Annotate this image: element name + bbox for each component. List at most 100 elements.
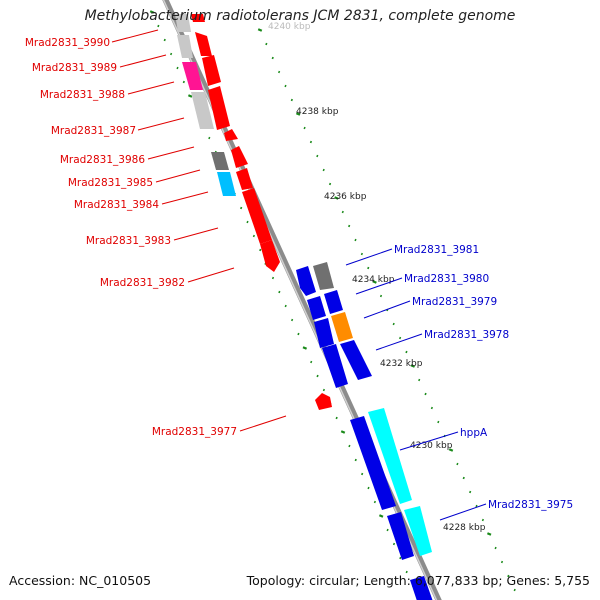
scale-dot (475, 504, 478, 508)
scale-dots-inner (149, 10, 422, 600)
gene-mrad2831-3979[interactable] (314, 318, 334, 348)
scale-dot (405, 570, 408, 574)
forward-gene-labels: Mrad2831_3990 Mrad2831_3989 Mrad2831_398… (25, 37, 237, 438)
gene-mrad2831-3978-b[interactable] (340, 340, 372, 380)
gene-mrad2831-3987[interactable] (224, 129, 238, 141)
scale-dot (316, 154, 319, 158)
scale-dot (481, 518, 484, 522)
scale-dot (462, 476, 465, 480)
scale-dot (182, 80, 185, 84)
gene-mrad2831-3980[interactable] (307, 296, 326, 320)
reverse-strand-genes (296, 262, 436, 600)
gene-mrad2831-3986-gray[interactable] (211, 152, 229, 170)
label-mrad2831-3988[interactable]: Mrad2831_3988 (40, 89, 125, 101)
gene-mrad2831-3983[interactable] (242, 188, 272, 244)
label-mrad2831-3977[interactable]: Mrad2831_3977 (152, 426, 237, 438)
gene-mrad2831-3982[interactable] (260, 240, 280, 272)
scale-label-4230: 4230 kbp (410, 441, 453, 451)
label-mrad2831-3979[interactable]: Mrad2831_3979 (412, 296, 497, 308)
label-mrad2831-3986[interactable]: Mrad2831_3986 (60, 154, 145, 166)
scale-dot (392, 542, 396, 546)
scale-dot (367, 486, 370, 490)
gene-mrad2831-3985[interactable] (236, 168, 253, 190)
scale-dot (405, 350, 408, 354)
forward-strand-genes (175, 14, 332, 410)
scale-dot (500, 560, 504, 564)
scale-dot (297, 332, 300, 336)
scale-dot (187, 94, 193, 98)
scale-dot (386, 528, 389, 532)
scale-dot (295, 112, 301, 116)
scale-dot (456, 462, 459, 466)
scale-dot (437, 420, 440, 424)
scale-dot (310, 360, 313, 364)
label-mrad2831-3980[interactable]: Mrad2831_3980 (404, 273, 489, 285)
gene-mrad2831-3988-gray[interactable] (191, 92, 214, 129)
gene-hppa-blue[interactable] (350, 416, 396, 510)
scale-label-4236: 4236 kbp (324, 192, 367, 202)
scale-dots-outer (257, 28, 516, 592)
gene-red-top-a[interactable] (191, 14, 205, 22)
label-hppa[interactable]: hppA (460, 427, 488, 439)
scale-dot (176, 66, 179, 70)
scale-dot (259, 248, 262, 252)
scale-dot (418, 378, 421, 382)
gene-mrad2831-3989-gray[interactable] (177, 35, 193, 58)
scale-dot (392, 322, 395, 326)
scale-dot (424, 392, 427, 396)
gene-mrad2831-3990-body[interactable] (175, 14, 191, 32)
scale-dot (240, 206, 243, 210)
accession-label: Accession: NC_010505 (9, 573, 152, 588)
topology-label: Topology: circular; Length: 6,077,833 bp… (246, 573, 590, 588)
scale-dot (360, 252, 363, 256)
gene-mrad2831-3986[interactable] (231, 146, 248, 168)
scale-label-4232: 4232 kbp (380, 359, 423, 369)
gene-mrad2831-3979-orange[interactable] (331, 312, 353, 342)
gene-mrad2831-3988[interactable] (208, 86, 230, 130)
genome-backbone (162, 0, 442, 600)
gene-mrad2831-3975-blue[interactable] (387, 512, 414, 560)
gene-mrad2831-3981[interactable] (296, 266, 316, 296)
label-mrad2831-3982[interactable]: Mrad2831_3982 (100, 277, 185, 289)
scale-dot (322, 388, 325, 392)
scale-dot (278, 290, 281, 294)
scale-dot (507, 574, 510, 578)
label-mrad2831-3985[interactable]: Mrad2831_3985 (68, 177, 153, 189)
label-mrad2831-3978[interactable]: Mrad2831_3978 (424, 329, 509, 341)
gene-mrad2831-3990[interactable] (195, 32, 212, 56)
scale-dot (430, 406, 433, 410)
gene-hppa[interactable] (368, 408, 412, 504)
gene-mrad2831-3989[interactable] (202, 55, 221, 86)
gene-bottom-blue[interactable] (410, 576, 436, 600)
label-leader-lines (111, 29, 487, 521)
scale-dot (149, 10, 155, 14)
label-mrad2831-3975[interactable]: Mrad2831_3975 (488, 499, 573, 511)
gene-mrad2831-3978[interactable] (322, 344, 348, 388)
scale-dot (257, 28, 263, 32)
label-mrad2831-3981[interactable]: Mrad2831_3981 (394, 244, 479, 256)
scale-dot (252, 234, 255, 238)
scale-dot (271, 56, 274, 60)
scale-dot (341, 210, 344, 214)
scale-dot (348, 224, 351, 228)
label-mrad2831-3987[interactable]: Mrad2831_3987 (51, 125, 136, 137)
label-mrad2831-3983[interactable]: Mrad2831_3983 (86, 235, 171, 247)
scale-dot (302, 346, 308, 350)
scale-dot (303, 126, 306, 130)
scale-dot (278, 70, 281, 74)
scale-label-4234: 4234 kbp (352, 275, 395, 285)
gene-mrad2831-3977[interactable] (315, 393, 332, 410)
scale-dot (163, 38, 166, 42)
scale-dot (340, 430, 346, 434)
gene-mrad2831-3988-magenta[interactable] (182, 62, 203, 90)
scale-dot (157, 24, 160, 28)
gene-mrad2831-3985-sky[interactable] (217, 172, 236, 196)
gene-mrad2831-3980-b[interactable] (324, 290, 343, 314)
reverse-gene-labels: Mrad2831_3981 Mrad2831_3980 Mrad2831_397… (394, 244, 573, 511)
label-mrad2831-3989[interactable]: Mrad2831_3989 (32, 62, 117, 74)
label-mrad2831-3990[interactable]: Mrad2831_3990 (25, 37, 110, 49)
label-mrad2831-3984[interactable]: Mrad2831_3984 (74, 199, 159, 211)
gene-mrad2831-3981-gray[interactable] (313, 262, 334, 290)
scale-dot (316, 374, 319, 378)
gene-mrad2831-3975[interactable] (404, 506, 432, 556)
